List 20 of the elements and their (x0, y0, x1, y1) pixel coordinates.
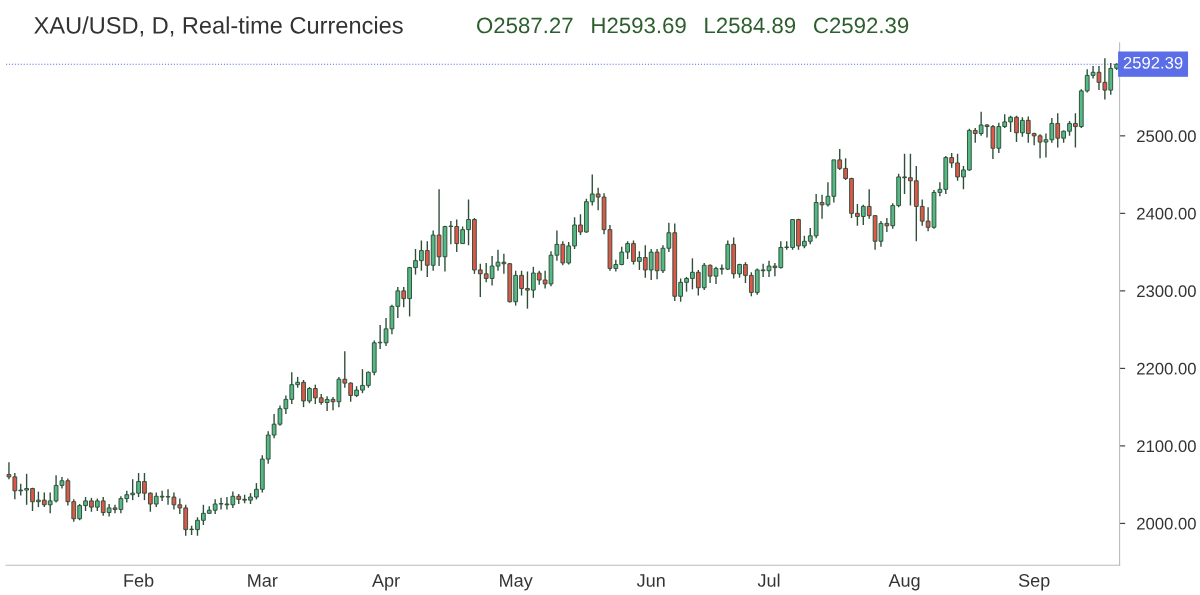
x-tick-label: Jul (757, 573, 780, 587)
y-tick-label: 2200.00 (1137, 362, 1196, 375)
text: C2592.39 (814, 17, 909, 34)
y-tick-label: 2100.00 (1137, 440, 1196, 453)
ref-line-label: 2592.39 (1123, 56, 1183, 69)
y-tick-label: 2500.00 (1137, 130, 1196, 143)
text: H2593.69 (592, 17, 686, 34)
x-tick-label: Feb (124, 573, 154, 587)
x-tick-label: Aug (888, 574, 920, 591)
y-tick-label: 2000.00 (1137, 517, 1196, 530)
x-tick-label: Apr (372, 574, 400, 591)
chart-title: XAU/USD, D, Real-time Currencies (34, 16, 403, 37)
y-tick-label: 2300.00 (1137, 285, 1196, 298)
x-tick-label: Sep (1018, 574, 1050, 591)
x-tick-label: Jun (636, 574, 665, 587)
text: O2587.27 (477, 17, 573, 34)
x-tick-label: May (500, 574, 533, 591)
x-tick-label: Mar (248, 574, 278, 587)
y-tick-label: 2400.00 (1137, 207, 1196, 220)
text: L2584.89 (705, 17, 796, 34)
